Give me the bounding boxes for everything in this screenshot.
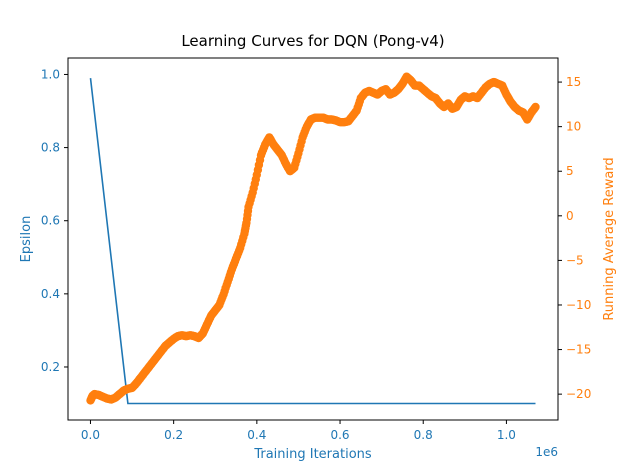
left-tick-label: 0.4 bbox=[41, 287, 60, 301]
right-axis: −20 −15 −10 −5 0 5 10 15 bbox=[558, 75, 591, 401]
right-tick-label: −15 bbox=[566, 343, 591, 357]
x-tick-label: 0.6 bbox=[330, 428, 349, 442]
right-tick-label: 0 bbox=[566, 209, 574, 223]
epsilon-line bbox=[89, 78, 536, 405]
reward-scatter bbox=[86, 72, 540, 405]
left-axis-label: Epsilon bbox=[19, 216, 34, 263]
left-tick-label: 0.6 bbox=[41, 214, 60, 228]
x-tick-label: 0.2 bbox=[164, 428, 183, 442]
x-tick-label: 0.0 bbox=[81, 428, 100, 442]
left-tick-label: 0.8 bbox=[41, 141, 60, 155]
right-tick-label: 15 bbox=[566, 75, 581, 89]
right-tick-label: −20 bbox=[566, 387, 591, 401]
x-axis-label: Training Iterations bbox=[253, 447, 372, 462]
right-tick-label: −5 bbox=[566, 253, 584, 267]
series-layer bbox=[86, 72, 540, 405]
x-tick-label: 0.4 bbox=[247, 428, 266, 442]
x-tick-label: 0.8 bbox=[414, 428, 433, 442]
bottom-axis: 0.0 0.2 0.4 0.6 0.8 1.0 bbox=[81, 420, 516, 442]
left-axis: 0.2 0.4 0.6 0.8 1.0 bbox=[41, 67, 68, 374]
left-tick-label: 0.2 bbox=[41, 360, 60, 374]
chart-title: Learning Curves for DQN (Pong-v4) bbox=[181, 32, 444, 50]
right-tick-label: −10 bbox=[566, 298, 591, 312]
reward-point bbox=[531, 102, 540, 112]
plot-frame bbox=[67, 57, 559, 421]
left-tick-label: 1.0 bbox=[41, 67, 60, 81]
right-axis-label: Running Average Reward bbox=[602, 157, 617, 320]
x-offset-text: 1e6 bbox=[535, 445, 558, 459]
right-tick-label: 5 bbox=[566, 164, 574, 178]
right-tick-label: 10 bbox=[566, 120, 581, 134]
x-tick-label: 1.0 bbox=[497, 428, 516, 442]
